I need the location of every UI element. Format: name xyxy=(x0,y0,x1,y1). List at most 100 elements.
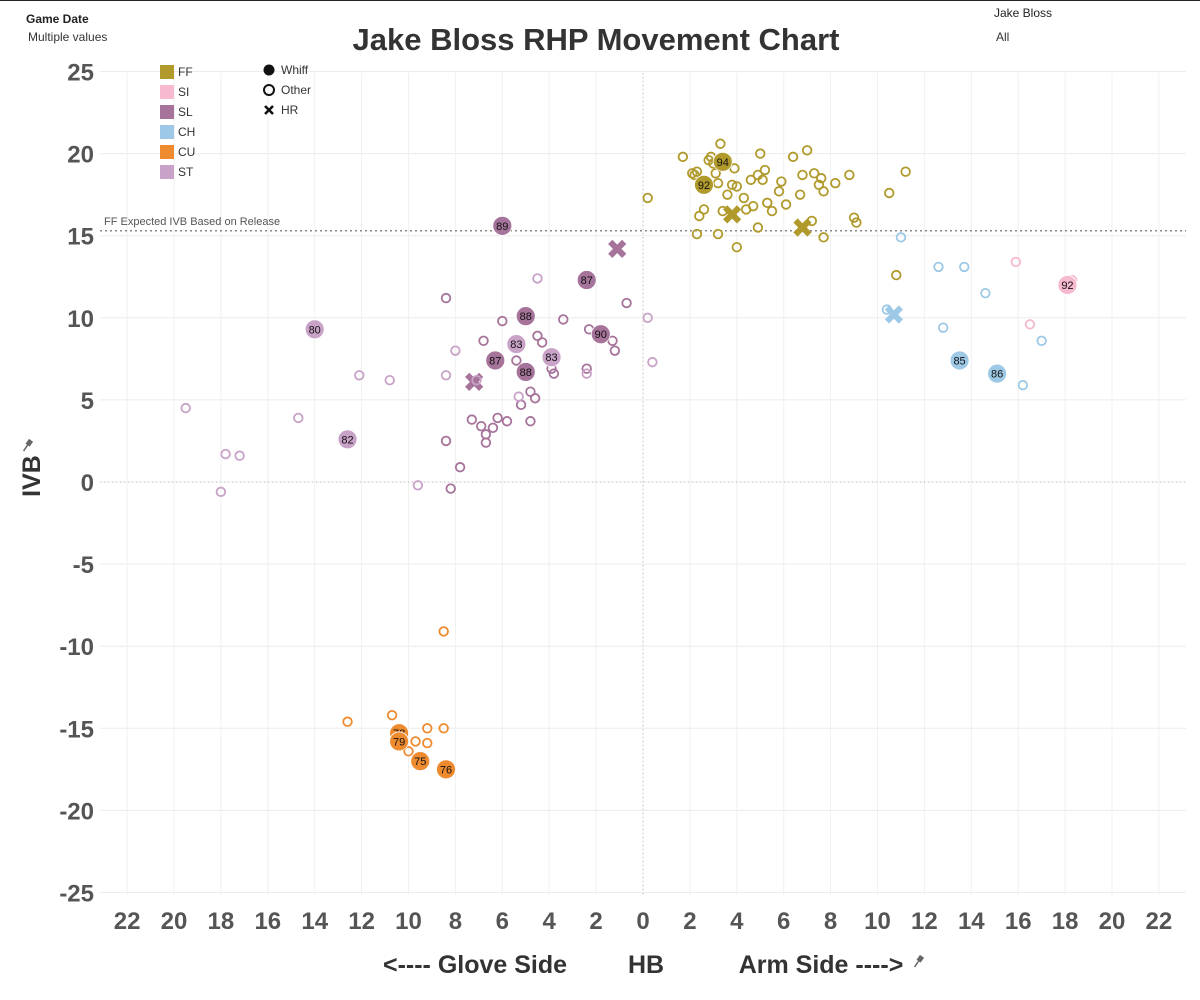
pitch-point-other-sl xyxy=(558,314,569,325)
pitch-point-whiff-cu xyxy=(410,751,431,772)
x-tick-label: 16 xyxy=(254,908,281,935)
y-tick-label: -25 xyxy=(59,881,94,908)
pitch-velocity-label: 88 xyxy=(520,367,532,379)
hr-mark-stroke xyxy=(884,305,904,324)
y-axis-title: IVB xyxy=(18,455,46,497)
x-tick-label: 6 xyxy=(496,908,509,935)
pitcher-filter-value[interactable]: All xyxy=(996,30,1010,44)
pitch-velocity-label: 94 xyxy=(717,157,729,169)
pitch-velocity-label: 92 xyxy=(698,180,710,192)
pin-icon-head xyxy=(916,954,925,963)
pitch-point-whiff-ff xyxy=(712,151,733,172)
pitch-point-other-ff xyxy=(691,228,703,240)
pitch-point-whiff-sl xyxy=(515,362,536,382)
pitch-point-other-ff xyxy=(752,222,764,233)
pitch-point-whiff-st xyxy=(337,429,358,450)
pitch-point-other-st xyxy=(215,486,227,498)
x-tick-label: 8 xyxy=(824,908,837,935)
reference-lines: FF Expected IVB Based on Release xyxy=(100,73,1186,895)
x-tick-label: 12 xyxy=(911,908,938,935)
pitch-velocity-label: 90 xyxy=(595,329,607,341)
pitch-point-other-sl xyxy=(480,437,492,448)
legend-outcome-label: Other xyxy=(281,83,311,97)
pitch-point-other-st xyxy=(384,374,395,386)
y-tick-label: -15 xyxy=(59,716,94,743)
pitch-point-other-ff xyxy=(776,176,787,187)
pitch-point-other-ch xyxy=(933,261,944,273)
pitch-point-other-sl xyxy=(492,412,503,424)
pitch-point-other-st xyxy=(412,480,424,491)
x-tick-label: 6 xyxy=(777,908,790,935)
pitch-point-other-ff xyxy=(797,169,808,181)
x-tick-label: 10 xyxy=(395,908,422,935)
y-tick-label: -10 xyxy=(59,634,94,661)
pitch-point-other-sl xyxy=(454,462,466,473)
x-tick-label: 2 xyxy=(589,908,602,935)
game-date-filter-value[interactable]: Multiple values xyxy=(28,30,108,44)
pitch-velocity-label: 76 xyxy=(440,764,452,776)
pin-icon xyxy=(913,954,925,968)
pitch-point-other-ff xyxy=(745,174,757,186)
pitch-point-other-ff xyxy=(818,232,829,243)
x-tick-label: 18 xyxy=(208,908,235,935)
pitch-point-other-cu xyxy=(438,626,449,637)
pin-icon-head xyxy=(25,438,34,447)
pitch-point-other-sl xyxy=(525,416,536,427)
legend-label-ff: FF xyxy=(178,65,193,79)
pitch-point-whiff-ch xyxy=(949,350,970,371)
pin-icon-needle xyxy=(22,444,29,452)
pitch-point-other-ff xyxy=(759,164,771,176)
pitch-point-other-st xyxy=(354,370,365,381)
pitch-point-other-sl xyxy=(581,363,592,374)
pitch-point-other-ff xyxy=(794,189,806,200)
pitch-point-whiff-sl xyxy=(485,350,506,371)
pitch-point-other-st xyxy=(293,412,304,424)
pitcher-filter[interactable]: Jake Bloss All xyxy=(994,6,1052,44)
legend: FF SI SL CH CU ST Whiff Other HR xyxy=(160,63,311,179)
legend-swatch-sl xyxy=(160,105,174,119)
pitch-point-other-sl xyxy=(607,335,618,346)
legend-swatch-si xyxy=(160,85,174,99)
pitch-point-other-ff xyxy=(642,192,653,204)
pitch-point-other-cu xyxy=(386,709,398,721)
y-tick-label: 5 xyxy=(81,388,94,415)
chart-title: Jake Bloss RHP Movement Chart xyxy=(352,22,840,57)
pitch-point-other-ff xyxy=(813,179,825,190)
pitch-point-whiff-sl xyxy=(590,324,611,345)
pitch-point-other-ff xyxy=(731,241,743,253)
pitch-points: 92949289878890878885867879757680828383 xyxy=(180,138,1078,780)
pitch-point-other-ff xyxy=(900,166,911,177)
pitch-point-whiff-ff xyxy=(694,174,714,195)
y-tick-label: -5 xyxy=(73,552,94,579)
legend-label-ch: CH xyxy=(178,125,195,139)
pitch-point-other-ch xyxy=(980,287,991,299)
pitch-point-other-sl xyxy=(480,429,492,440)
pitch-point-whiff-sl xyxy=(515,306,536,327)
pitch-point-other-sl xyxy=(609,345,621,356)
pitch-point-hr-ch xyxy=(884,305,904,324)
x-tick-label: 0 xyxy=(636,908,649,935)
pitch-point-other-ch xyxy=(1017,379,1029,391)
pitch-point-other-cu xyxy=(342,716,353,727)
pitch-point-other-sl xyxy=(475,420,487,432)
pitch-point-other-ff xyxy=(891,269,902,281)
x-tick-label: 20 xyxy=(161,908,188,935)
pitch-point-other-ff xyxy=(766,205,778,217)
pitch-point-other-sl xyxy=(511,355,522,366)
pitch-point-other-cu xyxy=(438,723,449,734)
pin-icon-needle xyxy=(913,960,920,968)
legend-swatch-st xyxy=(160,165,174,179)
pitch-velocity-label: 88 xyxy=(520,311,532,323)
pitch-point-other-ff xyxy=(694,210,705,222)
pitch-velocity-label: 92 xyxy=(1061,280,1073,292)
pitch-point-other-ch xyxy=(937,322,949,333)
game-date-filter[interactable]: Game Date Multiple values xyxy=(26,12,107,44)
pitch-point-other-ff xyxy=(851,217,862,228)
pitch-point-other-sl xyxy=(440,292,452,304)
x-tick-label: 14 xyxy=(958,908,985,935)
pitch-point-other-cu xyxy=(422,723,433,734)
pitch-velocity-label: 87 xyxy=(581,275,593,287)
legend-outcome-label: Whiff xyxy=(281,63,309,77)
